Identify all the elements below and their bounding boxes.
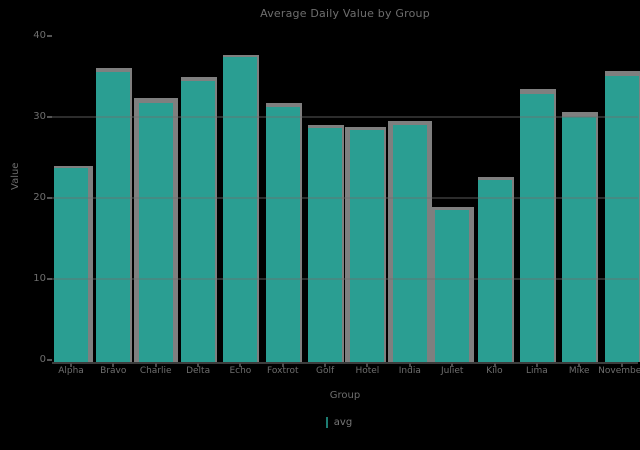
- y-tick-label: 30: [33, 111, 46, 122]
- y-tick-mark: [47, 278, 52, 280]
- bar-hotel: [350, 130, 385, 362]
- bar-foxtrot: [265, 107, 300, 362]
- x-tick-label: Golf: [316, 366, 335, 376]
- bar-mike: [562, 117, 597, 362]
- x-tick-mark: [324, 363, 327, 367]
- x-tick-label: Alpha: [58, 366, 84, 376]
- bar-golf: [308, 128, 343, 362]
- gridline: [52, 116, 638, 118]
- x-tick-label: Juliet: [440, 366, 464, 376]
- y-tick-mark: [47, 35, 52, 37]
- y-axis-label: Value: [10, 162, 21, 190]
- x-tick-mark: [366, 363, 369, 367]
- bar-lima: [519, 94, 554, 362]
- x-tick-mark: [197, 363, 200, 367]
- x-tick-mark: [70, 363, 72, 367]
- legend-swatch: [288, 417, 328, 428]
- x-tick-label: November: [598, 366, 640, 376]
- bar-juliet: [435, 210, 470, 362]
- x-tick-mark: [281, 363, 284, 367]
- bar-echo: [223, 57, 258, 362]
- gridline: [52, 278, 638, 280]
- gridline: [52, 197, 638, 199]
- x-tick-label: Bravo: [100, 366, 127, 376]
- y-tick-mark: [47, 197, 52, 199]
- legend: avg: [0, 417, 640, 428]
- x-tick-mark: [112, 363, 115, 367]
- x-axis-title: Group: [329, 390, 361, 401]
- y-tick-label: 40: [33, 30, 46, 41]
- x-tick-label: Echo: [229, 366, 252, 376]
- bar-india: [392, 125, 427, 362]
- y-tick-label: 0: [39, 354, 46, 365]
- x-tick-mark: [451, 363, 454, 367]
- x-tick-mark: [578, 363, 581, 367]
- x-axis-line: [52, 362, 638, 364]
- x-tick-label: Foxtrot: [267, 366, 299, 376]
- x-tick-mark: [620, 363, 623, 367]
- x-tick-label: Delta: [186, 366, 211, 376]
- y-tick-mark: [47, 359, 52, 361]
- x-tick-mark: [535, 363, 538, 367]
- x-tick-mark: [408, 363, 411, 367]
- bar-charlie: [138, 103, 173, 362]
- x-tick-label: India: [398, 366, 421, 376]
- x-tick-label: Hotel: [355, 366, 380, 376]
- y-tick-label: 20: [33, 192, 46, 203]
- bar-delta: [181, 81, 216, 362]
- y-tick-label: 10: [33, 273, 46, 284]
- x-tick-label: Mike: [568, 366, 590, 376]
- bar-kilo: [477, 180, 512, 362]
- y-tick-mark: [47, 116, 52, 118]
- bar-november: [604, 75, 639, 362]
- x-tick-mark: [493, 363, 496, 367]
- bar-alpha: [54, 168, 88, 362]
- x-tick-label: Kilo: [486, 366, 503, 376]
- legend-label: avg: [333, 417, 353, 428]
- bar-bravo: [96, 71, 131, 362]
- x-tick-mark: [239, 363, 242, 367]
- chart-title: Average Daily Value by Group: [260, 7, 430, 20]
- x-tick-label: Lima: [525, 366, 548, 376]
- x-tick-label: Charlie: [139, 366, 172, 376]
- x-tick-mark: [154, 363, 157, 367]
